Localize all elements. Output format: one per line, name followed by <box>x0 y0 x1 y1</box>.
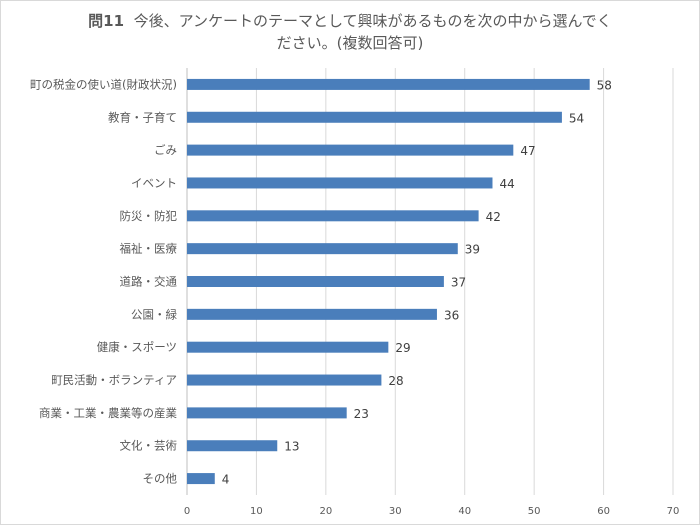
data-label: 47 <box>520 144 535 158</box>
category-label: 公園・緑 <box>131 307 177 321</box>
bar <box>187 374 382 386</box>
data-label: 37 <box>451 276 466 290</box>
bar <box>187 177 493 189</box>
bar <box>187 78 590 90</box>
category-label: 商業・工業・農業等の産業 <box>39 406 177 420</box>
category-label: ごみ <box>154 143 177 157</box>
title-line1: 今後、アンケートのテーマとして興味があるものを次の中から選んでく <box>133 12 612 30</box>
bar <box>187 407 347 419</box>
x-tick-label: 60 <box>597 506 610 517</box>
data-label: 54 <box>569 111 584 125</box>
category-label: 福祉・医療 <box>120 242 178 256</box>
bar <box>187 473 215 485</box>
category-label: 防災・防犯 <box>120 209 178 223</box>
data-label: 4 <box>222 473 230 487</box>
bar <box>187 144 514 156</box>
bar <box>187 440 278 452</box>
title-line2: ださい。(複数回答可) <box>276 34 424 52</box>
category-label: その他 <box>143 472 178 486</box>
data-label: 13 <box>284 440 299 454</box>
data-label: 39 <box>465 243 480 257</box>
category-label: 町民活動・ボランティア <box>51 373 177 387</box>
data-label: 44 <box>499 177 514 191</box>
x-tick-label: 50 <box>528 506 541 517</box>
category-label: 健康・スポーツ <box>97 340 177 354</box>
title-prefix: 問11 <box>88 12 125 30</box>
x-tick-label: 30 <box>389 506 402 517</box>
bar <box>187 341 389 353</box>
data-label: 29 <box>395 341 410 355</box>
bar <box>187 210 479 222</box>
data-label: 36 <box>444 308 459 322</box>
bar <box>187 111 562 123</box>
bar <box>187 243 458 255</box>
x-tick-label: 0 <box>184 506 190 517</box>
data-label: 23 <box>354 407 369 421</box>
data-label: 28 <box>388 374 403 388</box>
category-label: 道路・交通 <box>120 275 178 289</box>
category-label: 文化・芸術 <box>120 439 178 453</box>
bar <box>187 276 444 287</box>
data-label: 42 <box>486 210 501 224</box>
data-label: 58 <box>597 78 612 92</box>
x-tick-label: 40 <box>458 506 471 517</box>
chart-title: 問11 今後、アンケートのテーマとして興味があるものを次の中から選んでください。… <box>0 10 700 54</box>
category-label: イベント <box>131 176 177 190</box>
category-label: 町の税金の使い道(財政状況) <box>30 77 177 91</box>
x-tick-label: 20 <box>319 506 332 517</box>
bar <box>187 308 437 320</box>
x-tick-label: 10 <box>250 506 263 517</box>
x-tick-label: 70 <box>667 506 680 517</box>
category-label: 教育・子育て <box>108 110 177 124</box>
